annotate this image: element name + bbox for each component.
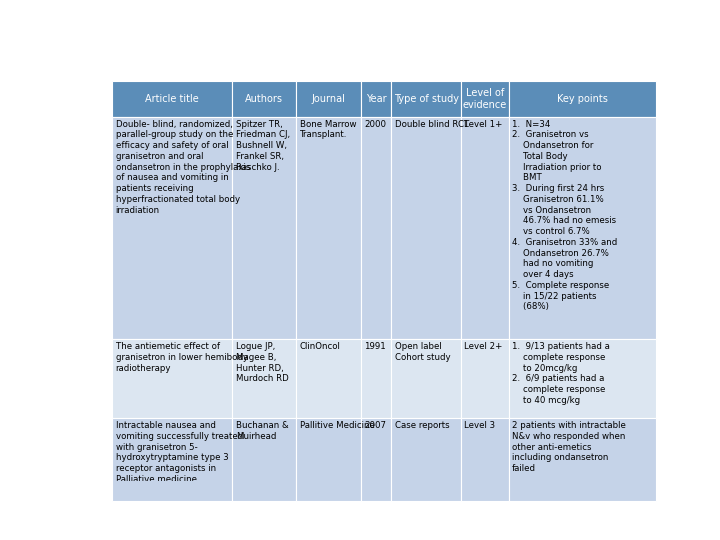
- Text: Logue JP,
Magee B,
Hunter RD,
Murdoch RD: Logue JP, Magee B, Hunter RD, Murdoch RD: [235, 342, 289, 383]
- Bar: [233, 339, 297, 418]
- Text: Level 2+: Level 2+: [464, 342, 503, 351]
- Bar: [297, 82, 361, 117]
- Text: Article title: Article title: [145, 94, 199, 104]
- Bar: [392, 418, 461, 502]
- Text: Journal: Journal: [312, 94, 346, 104]
- Bar: [392, 117, 461, 339]
- Text: 1.  9/13 patients had a
    complete response
    to 20mcg/kg
2.  6/9 patients h: 1. 9/13 patients had a complete response…: [512, 342, 610, 405]
- Bar: [112, 418, 233, 502]
- Bar: [508, 117, 657, 339]
- Text: 2007: 2007: [364, 421, 386, 430]
- Bar: [112, 339, 233, 418]
- Bar: [297, 418, 361, 502]
- Text: Intractable nausea and
vomiting successfully treated
with granisetron 5-
hydroxy: Intractable nausea and vomiting successf…: [116, 421, 243, 484]
- Text: Pallitive Medicine: Pallitive Medicine: [300, 421, 374, 430]
- Bar: [112, 82, 233, 117]
- Bar: [297, 339, 361, 418]
- Text: Spitzer TR,
Friedman CJ,
Bushnell W,
Frankel SR,
Raschko J.: Spitzer TR, Friedman CJ, Bushnell W, Fra…: [235, 120, 289, 172]
- Bar: [233, 117, 297, 339]
- Text: Level 1+: Level 1+: [464, 120, 503, 129]
- Text: Open label
Cohort study: Open label Cohort study: [395, 342, 450, 362]
- Bar: [233, 418, 297, 502]
- Bar: [361, 339, 392, 418]
- Bar: [392, 339, 461, 418]
- Bar: [461, 82, 508, 117]
- Bar: [233, 82, 297, 117]
- Text: Case reports: Case reports: [395, 421, 449, 430]
- Text: Type of study: Type of study: [394, 94, 459, 104]
- Text: Buchanan &
Muirhead: Buchanan & Muirhead: [235, 421, 288, 441]
- Text: 1991: 1991: [364, 342, 386, 351]
- Text: 2 patients with intractable
N&v who responded when
other anti-emetics
including : 2 patients with intractable N&v who resp…: [512, 421, 626, 473]
- Text: Year: Year: [366, 94, 387, 104]
- Bar: [461, 117, 508, 339]
- Text: 2000: 2000: [364, 120, 386, 129]
- Text: The antiemetic effect of
granisetron in lower hemibody
radiotherapy: The antiemetic effect of granisetron in …: [116, 342, 248, 373]
- Bar: [461, 418, 508, 502]
- Text: 1.  N=34
2.  Granisetron vs
    Ondansetron for
    Total Body
    Irradiation p: 1. N=34 2. Granisetron vs Ondansetron fo…: [512, 120, 617, 312]
- Bar: [508, 339, 657, 418]
- Text: Bone Marrow
Transplant.: Bone Marrow Transplant.: [300, 120, 356, 139]
- Text: Authors: Authors: [246, 94, 284, 104]
- Bar: [297, 117, 361, 339]
- Bar: [361, 418, 392, 502]
- Bar: [461, 339, 508, 418]
- Text: Key points: Key points: [557, 94, 608, 104]
- Text: Level of
evidence: Level of evidence: [463, 88, 507, 110]
- Bar: [361, 117, 392, 339]
- Bar: [508, 82, 657, 117]
- Bar: [112, 117, 233, 339]
- Text: Double- blind, randomized,
parallel-group study on the
efficacy and safety of or: Double- blind, randomized, parallel-grou…: [116, 120, 250, 215]
- Bar: [392, 82, 461, 117]
- Text: ClinOncol: ClinOncol: [300, 342, 341, 351]
- Text: Level 3: Level 3: [464, 421, 495, 430]
- Bar: [361, 82, 392, 117]
- Bar: [508, 418, 657, 502]
- Text: Double blind RCT: Double blind RCT: [395, 120, 469, 129]
